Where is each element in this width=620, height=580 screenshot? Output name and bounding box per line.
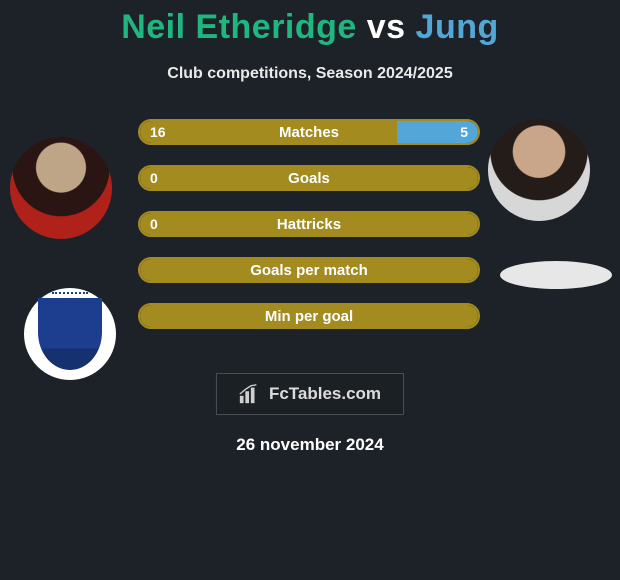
player2-club-placeholder [500, 261, 612, 289]
stat-label: Hattricks [140, 216, 478, 233]
stat-label: Goals per match [140, 262, 478, 279]
stat-label: Goals [140, 170, 478, 187]
vs-text: vs [357, 8, 416, 46]
bars-icon [239, 384, 261, 404]
player1-name: Neil Etheridge [121, 8, 357, 46]
comparison-stage: 16Matches5 0Goals 0Hattricks Goals per matc… [0, 113, 620, 473]
stat-label: Min per goal [140, 308, 478, 325]
stat-row: 0Goals [138, 165, 480, 191]
stat-value-right: 5 [450, 121, 478, 143]
watermark: FcTables.com [216, 373, 404, 415]
snapshot-date: 26 november 2024 [0, 435, 620, 455]
watermark-text: FcTables.com [269, 384, 381, 404]
stat-row: Min per goal [138, 303, 480, 329]
stat-label: Matches [140, 124, 478, 141]
stat-row: 16Matches5 [138, 119, 480, 145]
subtitle: Club competitions, Season 2024/2025 [0, 65, 620, 83]
player1-avatar [10, 137, 112, 239]
player1-club-logo [24, 288, 116, 380]
stat-bars: 16Matches5 0Goals 0Hattricks Goals per matc… [138, 119, 480, 349]
stat-row: Goals per match [138, 257, 480, 283]
stat-row: 0Hattricks [138, 211, 480, 237]
player2-name: Jung [416, 8, 499, 46]
player2-avatar [488, 119, 590, 221]
comparison-title: Neil Etheridge vs Jung [0, 0, 620, 47]
